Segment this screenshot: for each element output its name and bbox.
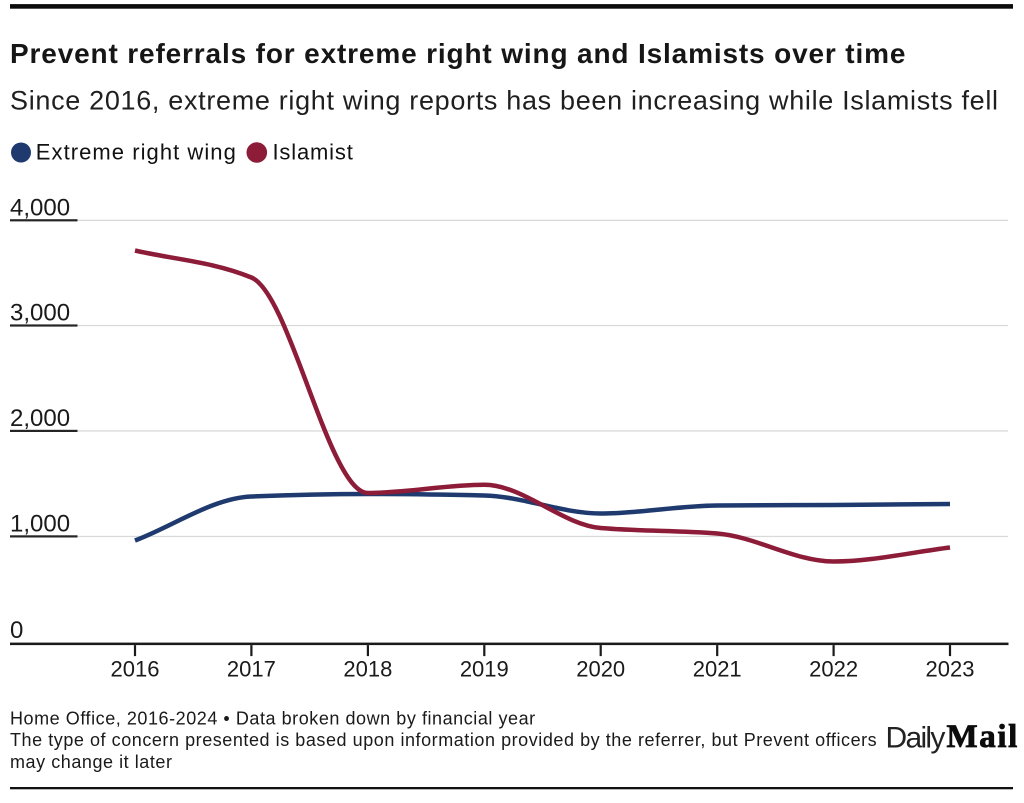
svg-text:may change it later: may change it later [10,752,173,772]
svg-text:3,000: 3,000 [10,300,70,327]
svg-text:Islamist: Islamist [273,140,354,165]
svg-text:2019: 2019 [460,656,509,681]
svg-text:2020: 2020 [576,656,625,681]
svg-text:1,000: 1,000 [10,510,70,537]
svg-text:2021: 2021 [693,656,742,681]
svg-text:2023: 2023 [926,656,975,681]
svg-text:2016: 2016 [111,656,160,681]
svg-text:2022: 2022 [809,656,858,681]
svg-text:2017: 2017 [227,656,276,681]
svg-text:Extreme right wing: Extreme right wing [36,140,237,165]
svg-text:Since 2016, extreme right wing: Since 2016, extreme right wing reports h… [10,85,999,115]
svg-text:2,000: 2,000 [10,405,70,432]
svg-text:Prevent referrals for extreme: Prevent referrals for extreme right wing… [10,38,906,69]
svg-text:Home Office, 2016-2024 • Data: Home Office, 2016-2024 • Data broken dow… [10,708,536,728]
svg-text:2018: 2018 [343,656,392,681]
svg-text:0: 0 [10,617,23,644]
svg-text:4,000: 4,000 [10,194,70,221]
svg-text:The type of concern presented: The type of concern presented is based u… [10,730,877,750]
svg-text:Mail: Mail [947,719,1019,755]
svg-text:Daily: Daily [886,722,946,755]
